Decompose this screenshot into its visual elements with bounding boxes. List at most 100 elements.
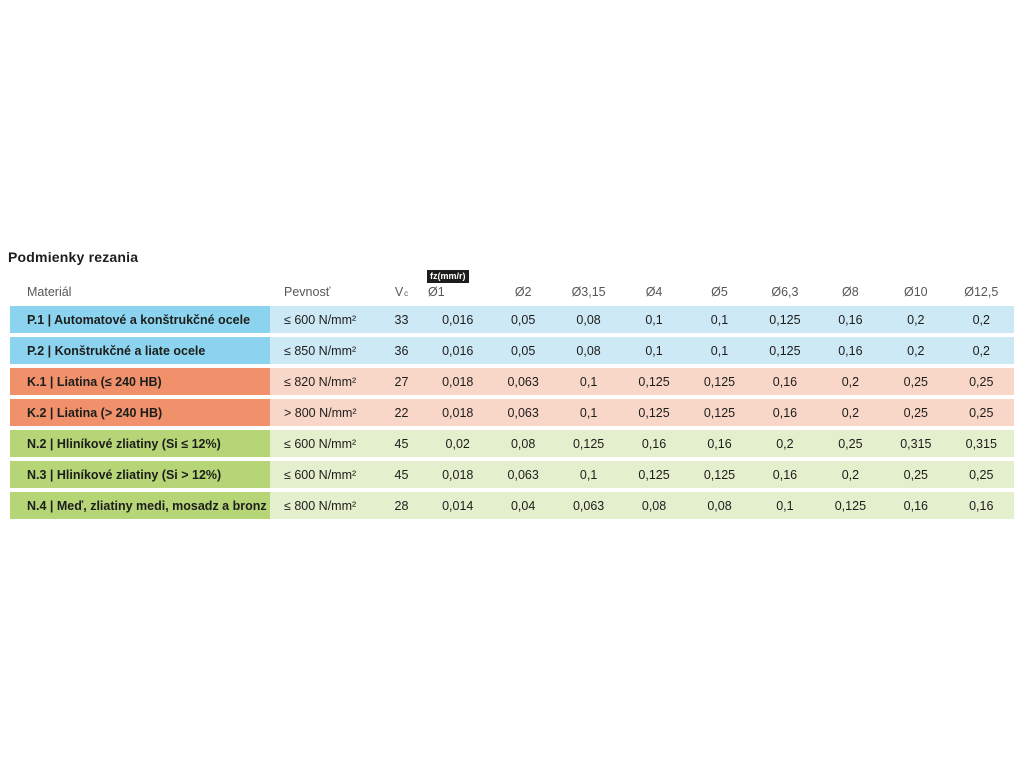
strength-cell: ≤ 600 N/mm² — [284, 436, 357, 451]
col-header-diameter: Ø8 — [842, 284, 859, 299]
feed-value-cell: 0,125 — [769, 312, 801, 327]
feed-value-cell: 0,25 — [903, 374, 928, 389]
feed-value-cell: 0,2 — [907, 312, 925, 327]
feed-value-cell: 0,2 — [776, 436, 794, 451]
feed-value-cell: 0,018 — [442, 374, 474, 389]
table-row: N.4 | Meď, zliatiny medi, mosadz a bronz… — [10, 492, 1014, 519]
feed-value-cell: 0,125 — [769, 343, 801, 358]
feed-value-cell: 0,04 — [510, 498, 536, 513]
material-cell: N.4 | Meď, zliatiny medi, mosadz a bronz — [10, 492, 270, 519]
col-header-diameter: Ø6,3 — [771, 284, 799, 299]
feed-value-cell: 0,016 — [442, 343, 474, 358]
feed-value-cell: 0,1 — [776, 498, 794, 513]
feed-value-cell: 0,125 — [703, 467, 736, 482]
feed-value-cell: 0,125 — [834, 498, 867, 513]
vc-cell: 27 — [394, 374, 409, 389]
feed-value-cell: 0,05 — [510, 343, 536, 358]
feed-value-cell: 0,125 — [638, 374, 670, 389]
feed-value-cell: 0,25 — [838, 436, 863, 451]
feed-value-cell: 0,25 — [969, 467, 994, 482]
table-row: K.1 | Liatina (≤ 240 HB) ≤ 820 N/mm² 27 … — [10, 368, 1014, 395]
feed-value-cell: 0,063 — [507, 374, 539, 389]
feed-value-cell: 0,1 — [645, 312, 663, 327]
col-header-diameter: Ø5 — [711, 284, 728, 299]
feed-value-cell: 0,1 — [645, 343, 663, 358]
feed-value-cell: 0,2 — [841, 374, 860, 389]
feed-value-cell: 0,014 — [442, 498, 474, 513]
feed-value-cell: 0,063 — [507, 405, 539, 420]
feed-value-cell: 0,16 — [772, 467, 798, 482]
feed-value-cell: 0,2 — [972, 312, 990, 327]
material-cell: P.1 | Automatové a konštrukčné ocele — [10, 306, 270, 333]
feed-value-cell: 0,25 — [903, 405, 928, 420]
strength-cell: ≤ 850 N/mm² — [284, 343, 357, 358]
feed-value-cell: 0,1 — [579, 374, 598, 389]
col-header-diameter: Ø4 — [645, 284, 663, 299]
material-cell: K.1 | Liatina (≤ 240 HB) — [10, 368, 270, 395]
feed-value-cell: 0,16 — [838, 312, 863, 327]
feed-value-cell: 0,05 — [510, 312, 536, 327]
feed-value-cell: 0,1 — [579, 405, 598, 420]
feed-value-cell: 0,018 — [442, 405, 474, 420]
feed-value-cell: 0,25 — [969, 374, 994, 389]
col-header-strength: Pevnosť — [284, 284, 331, 299]
strength-cell: > 800 N/mm² — [284, 405, 357, 420]
strength-cell: ≤ 600 N/mm² — [284, 467, 357, 482]
strength-cell: ≤ 800 N/mm² — [284, 498, 357, 513]
feed-value-cell: 0,08 — [510, 436, 536, 451]
feed-value-cell: 0,2 — [841, 467, 860, 482]
vc-subscript: c — [404, 289, 409, 298]
page-title: Podmienky rezania — [8, 249, 139, 266]
col-header-diameter: Ø3,15 — [571, 284, 606, 299]
col-header-material: Materiál — [27, 284, 72, 299]
feed-value-cell: 0,063 — [572, 498, 605, 513]
feed-value-cell: 0,16 — [772, 405, 798, 420]
feed-value-cell: 0,315 — [965, 436, 997, 451]
feed-value-cell: 0,1 — [710, 343, 729, 358]
feed-value-cell: 0,125 — [638, 405, 670, 420]
feed-value-cell: 0,02 — [445, 436, 470, 451]
table-row: P.2 | Konštrukčné a liate ocele ≤ 850 N/… — [10, 337, 1014, 364]
feed-value-cell: 0,125 — [638, 467, 670, 482]
material-cell: P.2 | Konštrukčné a liate ocele — [10, 337, 270, 364]
feed-value-cell: 0,08 — [576, 343, 601, 358]
diameter-label: Ø1 — [428, 284, 445, 299]
feed-value-cell: 0,018 — [442, 467, 474, 482]
vc-cell: 45 — [394, 467, 409, 482]
feed-value-cell: 0,315 — [900, 436, 932, 451]
col-header-diameter: fz(mm/r) Ø1 — [425, 264, 490, 306]
feed-value-cell: 0,1 — [710, 312, 729, 327]
col-header-diameter: Ø2 — [514, 284, 532, 299]
table-row: P.1 | Automatové a konštrukčné ocele ≤ 6… — [10, 306, 1014, 333]
table-row: K.2 | Liatina (> 240 HB) > 800 N/mm² 22 … — [10, 399, 1014, 426]
feed-value-cell: 0,125 — [703, 405, 736, 420]
vc-cell: 33 — [394, 312, 409, 327]
feed-value-cell: 0,125 — [703, 374, 736, 389]
feed-value-cell: 0,063 — [507, 467, 539, 482]
feed-value-cell: 0,1 — [579, 467, 598, 482]
vc-cell: 28 — [394, 498, 409, 513]
feed-value-cell: 0,16 — [772, 374, 798, 389]
feed-value-cell: 0,2 — [841, 405, 860, 420]
material-cell: N.2 | Hliníkové zliatiny (Si ≤ 12%) — [10, 430, 270, 457]
feed-value-cell: 0,2 — [972, 343, 990, 358]
vc-cell: 22 — [394, 405, 409, 420]
feed-value-cell: 0,16 — [707, 436, 732, 451]
feed-value-cell: 0,16 — [641, 436, 667, 451]
table-row: N.3 | Hliníkové zliatiny (Si > 12%) ≤ 60… — [10, 461, 1014, 488]
feed-value-cell: 0,016 — [442, 312, 474, 327]
table-row: N.2 | Hliníkové zliatiny (Si ≤ 12%) ≤ 60… — [10, 430, 1014, 457]
col-header-diameter: Ø12,5 — [964, 284, 999, 299]
vc-cell: 45 — [394, 436, 409, 451]
fz-unit-badge: fz(mm/r) — [427, 270, 469, 283]
vc-cell: 36 — [394, 343, 409, 358]
feed-value-cell: 0,25 — [969, 405, 994, 420]
feed-value-cell: 0,2 — [907, 343, 925, 358]
feed-value-cell: 0,08 — [707, 498, 732, 513]
vc-symbol: V — [394, 284, 404, 299]
material-cell: N.3 | Hliníkové zliatiny (Si > 12%) — [10, 461, 270, 488]
feed-value-cell: 0,16 — [838, 343, 863, 358]
